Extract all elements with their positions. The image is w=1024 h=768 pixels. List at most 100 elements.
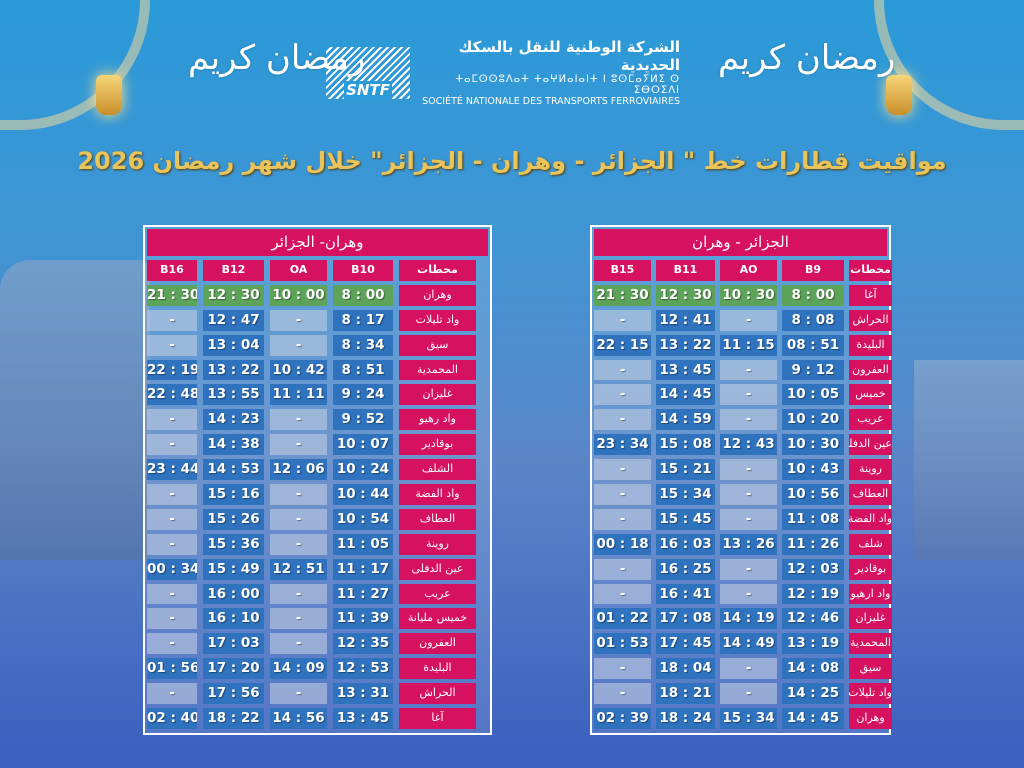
time-cell: 02 : 40 — [147, 708, 197, 729]
sntf-logo-mark: SNTF — [326, 46, 410, 99]
lantern-icon — [886, 75, 912, 115]
time-cell: - — [147, 508, 197, 530]
time-cell: 12 : 30 — [203, 284, 264, 306]
time-cell: 8 : 51 — [333, 359, 393, 381]
time-cell: - — [594, 309, 651, 331]
time-cell: 12 : 51 — [270, 558, 327, 580]
time-cell: 14 : 23 — [203, 409, 264, 431]
time-cell: 11 : 17 — [333, 558, 393, 580]
time-cell: - — [270, 309, 327, 331]
time-cell: - — [720, 583, 777, 605]
station-name: واد ارهيو — [849, 583, 892, 605]
time-cell: 14 : 49 — [720, 633, 777, 655]
station-name: المحمدية — [399, 359, 476, 381]
time-cell: 11 : 26 — [782, 533, 844, 555]
time-cell: 12 : 19 — [782, 583, 844, 605]
station-name: العطاف — [399, 508, 476, 530]
time-cell: 16 : 41 — [656, 583, 715, 605]
station-name: خميس مليانة — [399, 608, 476, 630]
sntf-logo: SNTF الشركة الوطنية للنقل بالسكك الحديدي… — [326, 38, 680, 107]
station-name: العطاف — [849, 484, 892, 505]
time-cell: 13 : 55 — [203, 384, 264, 406]
time-cell: - — [594, 583, 651, 605]
table-title: الجزائر - وهران — [594, 229, 887, 256]
time-cell: 14 : 45 — [782, 708, 844, 729]
train-number-header: B11 — [656, 260, 715, 281]
time-cell: - — [147, 683, 197, 705]
time-cell: - — [147, 533, 197, 555]
station-name: واد رهيو — [399, 409, 476, 431]
time-cell: - — [270, 508, 327, 530]
time-cell: 14 : 45 — [656, 384, 715, 406]
time-cell: 9 : 24 — [333, 384, 393, 406]
schedule-grid: B16 B12 OA B10 محطات 21 : 30 12 : 30 10 : 00 8 :… — [147, 260, 488, 729]
time-cell: 13 : 22 — [656, 334, 715, 356]
time-cell: - — [594, 484, 651, 505]
background-train-image — [914, 360, 1024, 560]
time-cell: - — [270, 334, 327, 356]
time-cell: - — [720, 409, 777, 431]
station-name: وهران — [849, 708, 892, 729]
time-cell: 10 : 30 — [720, 284, 777, 306]
station-name: آغا — [849, 284, 892, 306]
station-name: سيق — [849, 658, 892, 680]
station-name: واد تليلات — [849, 683, 892, 705]
time-cell: 17 : 45 — [656, 633, 715, 655]
station-name: سيق — [399, 334, 476, 356]
time-cell: - — [720, 558, 777, 580]
time-cell: 18 : 24 — [656, 708, 715, 729]
time-cell: - — [147, 309, 197, 331]
time-cell: - — [270, 683, 327, 705]
time-cell: - — [720, 384, 777, 406]
time-cell: 17 : 56 — [203, 683, 264, 705]
decorative-arch-left — [0, 0, 150, 130]
time-cell: 13 : 22 — [203, 359, 264, 381]
time-cell: 10 : 56 — [782, 484, 844, 505]
time-cell: 15 : 36 — [203, 533, 264, 555]
time-cell: - — [594, 409, 651, 431]
time-cell: 23 : 44 — [147, 459, 197, 481]
time-cell: 00 : 18 — [594, 533, 651, 555]
time-cell: 15 : 08 — [656, 434, 715, 456]
time-cell: 12 : 46 — [782, 608, 844, 630]
time-cell: 21 : 30 — [594, 284, 651, 306]
time-cell: - — [270, 533, 327, 555]
station-name: عين الدفلى — [849, 434, 892, 456]
schedule-table-algiers-oran: الجزائر - وهران B15 B11 AO B9 محطات 21 : 30 12… — [590, 225, 892, 735]
stations-header: محطات — [849, 260, 892, 281]
time-cell: - — [720, 484, 777, 505]
time-cell: 8 : 00 — [782, 284, 844, 306]
time-cell: 11 : 11 — [270, 384, 327, 406]
time-cell: 18 : 21 — [656, 683, 715, 705]
time-cell: 10 : 07 — [333, 434, 393, 456]
time-cell: 10 : 42 — [270, 359, 327, 381]
time-cell: 14 : 53 — [203, 459, 264, 481]
train-number-header: OA — [270, 260, 327, 281]
time-cell: 12 : 35 — [333, 633, 393, 655]
time-cell: 14 : 19 — [720, 608, 777, 630]
time-cell: - — [720, 508, 777, 530]
time-cell: 11 : 05 — [333, 533, 393, 555]
time-cell: 16 : 03 — [656, 533, 715, 555]
time-cell: - — [720, 359, 777, 381]
time-cell: 8 : 17 — [333, 309, 393, 331]
time-cell: 01 : 53 — [594, 633, 651, 655]
time-cell: 21 : 30 — [147, 284, 197, 306]
background-train-image — [0, 260, 150, 560]
time-cell: 22 : 15 — [594, 334, 651, 356]
time-cell: - — [594, 359, 651, 381]
time-cell: 16 : 25 — [656, 558, 715, 580]
time-cell: - — [594, 658, 651, 680]
time-cell: - — [270, 608, 327, 630]
table-title: وهران- الجزائر — [147, 229, 488, 256]
time-cell: - — [594, 683, 651, 705]
time-cell: 12 : 43 — [720, 434, 777, 456]
station-name: الحراش — [399, 683, 476, 705]
time-cell: 13 : 31 — [333, 683, 393, 705]
train-number-header: B10 — [333, 260, 393, 281]
station-name: واد تليلات — [399, 309, 476, 331]
company-name-block: الشركة الوطنية للنقل بالسكك الحديدية ⵜⴰⵎ… — [420, 38, 680, 107]
time-cell: - — [270, 434, 327, 456]
time-cell: 12 : 30 — [656, 284, 715, 306]
time-cell: - — [147, 409, 197, 431]
